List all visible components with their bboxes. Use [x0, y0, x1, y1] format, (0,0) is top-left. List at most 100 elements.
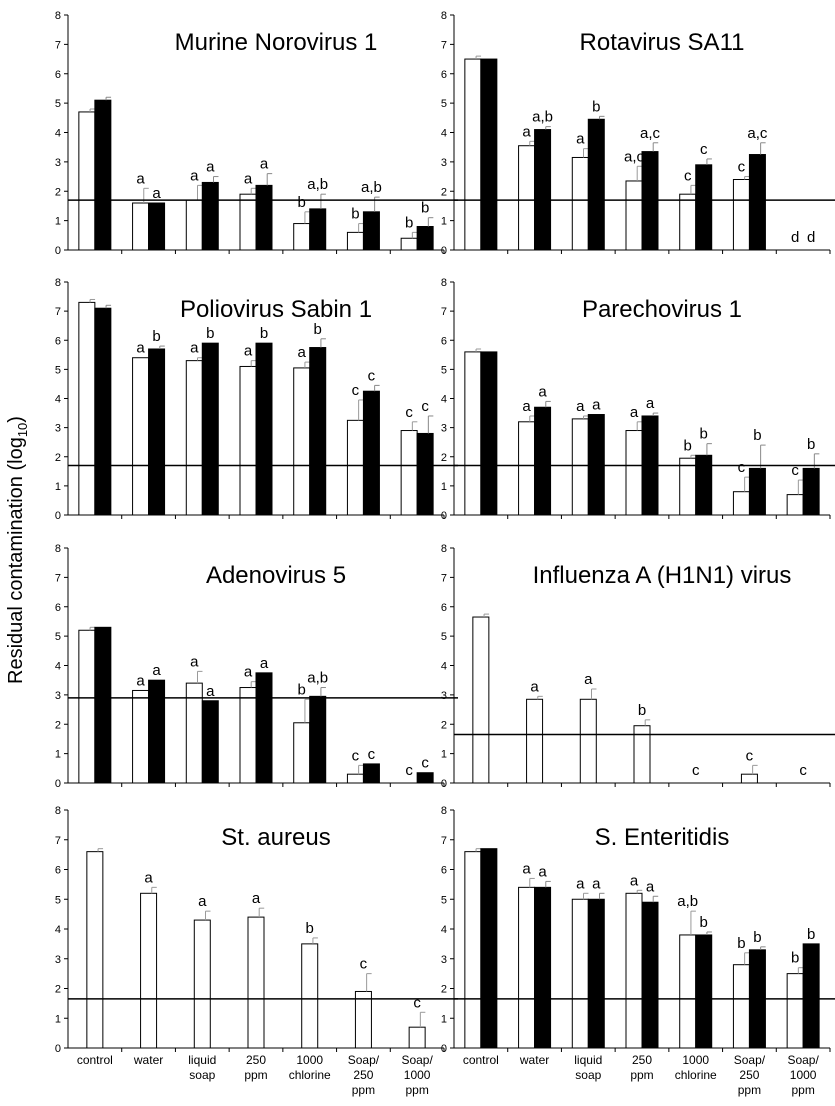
significance-label: a,c [747, 125, 768, 142]
bar [472, 616, 490, 784]
bar [416, 772, 434, 784]
bar [480, 848, 498, 1049]
panel-title: Murine Norovirus 1 [175, 29, 378, 56]
bar [201, 342, 219, 516]
bar [78, 301, 96, 516]
panel-6: 0 1 2 3 4 5 6 7 8 Influenza A (H1N1) virus a a b c c c [441, 543, 835, 790]
bar [362, 211, 380, 251]
y-axis-label-subscript: 10 [15, 423, 30, 437]
y-tick-label: 6 [55, 602, 61, 614]
significance-label: a,b [361, 179, 382, 196]
bar [362, 763, 380, 784]
bar [416, 226, 434, 251]
x-category-label: Soap/ [401, 1053, 433, 1067]
bar [732, 491, 750, 516]
bar [518, 421, 536, 516]
significance-label: b [753, 929, 761, 946]
y-tick-label: 0 [55, 245, 61, 257]
y-tick-label: 4 [441, 661, 447, 673]
bar [293, 223, 311, 251]
bar [464, 851, 482, 1049]
bar [239, 687, 257, 784]
y-tick-label: 8 [55, 277, 61, 289]
significance-label: a,b [307, 670, 328, 687]
significance-label: b [351, 206, 359, 223]
y-axis-label-close: ) [5, 416, 27, 423]
bar [534, 406, 552, 516]
significance-label: a [592, 875, 601, 892]
significance-label: a [576, 875, 585, 892]
significance-label: a [252, 890, 261, 907]
y-tick-label: 7 [441, 39, 447, 51]
y-tick-label: 7 [441, 835, 447, 847]
bar [571, 156, 589, 251]
y-tick-label: 6 [441, 865, 447, 877]
y-tick-label: 3 [441, 157, 447, 169]
bar [362, 390, 380, 516]
significance-label: b [753, 427, 761, 444]
significance-label: a [576, 398, 585, 415]
bar [408, 1026, 426, 1049]
y-tick-label: 0 [55, 1043, 61, 1055]
significance-label: b [405, 214, 413, 231]
x-category-label: ppm [352, 1083, 375, 1097]
y-tick-label: 1 [441, 749, 447, 761]
x-category-label: 1000 [682, 1053, 709, 1067]
bar [94, 99, 112, 251]
significance-label: c [746, 747, 754, 764]
bar [255, 342, 273, 516]
panel-title: Adenovirus 5 [206, 562, 346, 589]
x-category-label: 250 [353, 1068, 373, 1082]
bar [625, 892, 643, 1049]
significance-label: a [190, 340, 199, 357]
significance-label: b [152, 328, 160, 345]
significance-label: a [244, 343, 253, 360]
significance-label: c [360, 956, 368, 973]
y-tick-label: 0 [441, 245, 447, 257]
significance-label: a [538, 383, 547, 400]
y-tick-label: 5 [55, 894, 61, 906]
bar [140, 892, 158, 1049]
significance-label: a [144, 869, 153, 886]
significance-label: a [136, 170, 145, 187]
panel-7: 0 1 2 3 4 5 6 7 8 St. aureus a a a b c c control water liq… [55, 805, 458, 1097]
bar [416, 432, 434, 516]
significance-label: c [368, 746, 376, 763]
bar [132, 357, 150, 516]
y-tick-label: 7 [55, 39, 61, 51]
bar [346, 419, 364, 516]
bar [732, 964, 750, 1049]
y-tick-label: 4 [441, 128, 447, 140]
significance-label: b [592, 98, 600, 115]
significance-label: a,b [532, 109, 553, 126]
y-tick-label: 5 [441, 894, 447, 906]
y-tick-label: 1 [55, 481, 61, 493]
x-category-label: liquid [188, 1053, 216, 1067]
significance-label: a [136, 340, 145, 357]
x-category-label: 250 [739, 1068, 759, 1082]
significance-label: a,c [640, 125, 661, 142]
y-tick-label: 1 [441, 1013, 447, 1025]
y-tick-label: 7 [55, 306, 61, 318]
significance-label: b [421, 200, 429, 217]
significance-label: b [298, 681, 306, 698]
bar [94, 626, 112, 784]
y-tick-label: 4 [55, 661, 61, 673]
significance-label: c [692, 762, 700, 779]
significance-label: a [630, 872, 639, 889]
x-category-label: chlorine [675, 1068, 717, 1082]
bar [802, 467, 820, 516]
significance-label: b [807, 436, 815, 453]
bar [464, 351, 482, 516]
y-tick-label: 3 [55, 423, 61, 435]
significance-label: a [630, 404, 639, 421]
bar [309, 208, 327, 251]
bar [695, 934, 713, 1049]
significance-label: a [584, 671, 593, 688]
y-tick-label: 4 [55, 128, 61, 140]
bar [679, 934, 697, 1049]
